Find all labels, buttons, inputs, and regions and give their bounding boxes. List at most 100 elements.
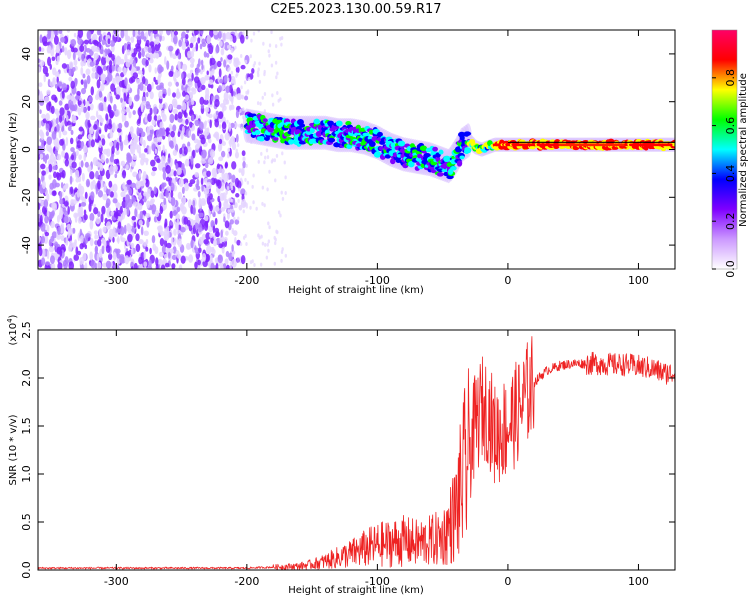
heatmap-noise-cell [189, 179, 196, 185]
heatmap-noise-cell [170, 190, 174, 198]
heatmap-noise-cell [179, 202, 185, 210]
heatmap-noise-cell [167, 230, 170, 240]
heatmap-noise-cell [208, 138, 212, 144]
heatmap-noise-cell [249, 205, 252, 210]
heatmap-noise-cell [194, 247, 200, 255]
heatmap-noise-cell [175, 213, 180, 220]
snr-y-tick-label: 2.5 [20, 321, 33, 339]
heatmap-noise-cell [67, 206, 70, 215]
heatmap-noise-cell [122, 196, 126, 202]
heatmap-noise-cell [201, 149, 207, 159]
heatmap-noise-cell [109, 141, 114, 147]
heatmap-noise-cell [47, 56, 52, 67]
heatmap-noise-cell [115, 248, 121, 254]
heatmap-noise-cell [195, 42, 199, 52]
heatmap-noise-cell [162, 144, 165, 154]
heatmap-noise-cell [80, 60, 84, 67]
heatmap-noise-cell [41, 139, 45, 149]
heatmap-noise-cell [39, 214, 43, 225]
heatmap-noise-cell [228, 45, 232, 50]
heatmap-noise-cell [157, 74, 161, 85]
heatmap-noise-cell [80, 79, 84, 85]
heatmap-noise-cell [112, 236, 115, 243]
heatmap-noise-cell [133, 135, 140, 143]
heatmap-noise-cell [184, 158, 190, 167]
heatmap-noise-cell [223, 74, 228, 84]
heatmap-noise-cell [57, 262, 63, 269]
heatmap-noise-cell [261, 185, 265, 190]
heatmap-noise-cell [174, 113, 178, 121]
heatmap-noise-cell [108, 52, 113, 58]
heatmap-noise-cell [89, 220, 94, 230]
heatmap-noise-cell [101, 74, 106, 85]
heatmap-noise-cell [197, 223, 203, 233]
spectrogram-heatmap [38, 30, 675, 269]
heatmap-noise-cell [223, 172, 229, 183]
heatmap-noise-cell [68, 68, 74, 77]
heatmap-noise-cell [69, 137, 74, 145]
heatmap-noise-cell [185, 30, 190, 34]
heatmap-noise-cell [132, 72, 139, 79]
heatmap-noise-cell [42, 118, 47, 124]
heatmap-noise-cell [52, 165, 58, 171]
heatmap-signal-cell [345, 121, 352, 126]
heatmap-noise-cell [155, 257, 159, 266]
heatmap-noise-cell [140, 131, 146, 138]
heatmap-signal-cell [254, 130, 261, 135]
heatmap-noise-cell [43, 199, 49, 208]
heatmap-noise-cell [266, 242, 269, 247]
heatmap-noise-cell [72, 227, 76, 234]
heatmap-noise-cell [115, 149, 120, 156]
heatmap-noise-cell [238, 168, 242, 173]
heatmap-noise-cell [79, 185, 85, 195]
heatmap-noise-cell [170, 182, 175, 192]
heatmap-noise-cell [244, 191, 248, 196]
heatmap-noise-cell [99, 91, 103, 98]
spectrogram-x-tick-label: -100 [365, 274, 390, 287]
heatmap-noise-cell [175, 81, 179, 87]
heatmap-noise-cell [77, 107, 82, 116]
heatmap-noise-cell [160, 109, 165, 118]
heatmap-noise-cell [55, 123, 60, 132]
heatmap-noise-cell [227, 148, 230, 153]
heatmap-noise-cell [161, 155, 166, 165]
heatmap-noise-cell [68, 261, 75, 269]
heatmap-noise-cell [52, 190, 57, 196]
heatmap-noise-cell [261, 241, 265, 246]
heatmap-noise-cell [135, 78, 141, 85]
heatmap-noise-cell [56, 171, 60, 179]
heatmap-noise-cell [211, 68, 215, 74]
heatmap-noise-cell [88, 138, 91, 148]
heatmap-noise-cell [145, 159, 149, 166]
heatmap-noise-cell [235, 193, 240, 198]
heatmap-noise-cell [120, 141, 124, 152]
heatmap-noise-cell [134, 94, 140, 102]
heatmap-noise-cell [97, 180, 101, 190]
heatmap-signal-cell [465, 147, 472, 154]
heatmap-noise-cell [199, 134, 205, 140]
heatmap-noise-cell [201, 252, 207, 262]
heatmap-noise-cell [66, 49, 72, 60]
heatmap-noise-cell [49, 81, 55, 88]
heatmap-noise-cell [76, 90, 81, 97]
heatmap-noise-cell [257, 159, 260, 164]
heatmap-noise-cell [115, 76, 121, 85]
heatmap-noise-cell [245, 163, 248, 168]
heatmap-noise-cell [221, 106, 225, 114]
heatmap-noise-cell [240, 255, 246, 265]
heatmap-noise-cell [220, 57, 223, 62]
heatmap-noise-cell [210, 149, 216, 158]
snr-x-label: Height of straight line (km) [288, 585, 424, 596]
heatmap-signal-cell [390, 158, 396, 165]
heatmap-noise-cell [70, 129, 74, 135]
heatmap-noise-cell [130, 247, 134, 256]
heatmap-noise-cell [91, 45, 97, 52]
heatmap-noise-cell [227, 153, 230, 158]
heatmap-noise-cell [279, 97, 282, 102]
heatmap-signal-cell [456, 160, 463, 167]
heatmap-noise-cell [94, 93, 100, 101]
heatmap-noise-cell [184, 182, 190, 192]
heatmap-noise-cell [180, 72, 184, 80]
heatmap-noise-cell [220, 229, 223, 238]
heatmap-noise-cell [95, 110, 99, 118]
